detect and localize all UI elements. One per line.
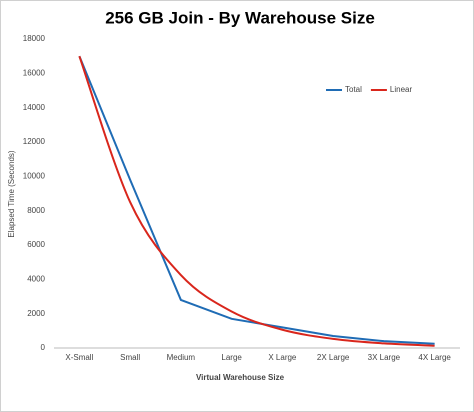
x-tick-label: Medium: [167, 353, 196, 362]
chart-title: 256 GB Join - By Warehouse Size: [105, 8, 375, 27]
y-tick-label: 4000: [27, 274, 45, 283]
legend-label: Linear: [390, 85, 413, 94]
y-tick-label: 12000: [23, 137, 46, 146]
y-tick-label: 10000: [23, 171, 46, 180]
y-axis-label: Elapsed Time (Seconds): [7, 150, 16, 237]
y-tick-label: 2000: [27, 309, 45, 318]
y-tick-label: 16000: [23, 68, 46, 77]
y-tick-label: 0: [41, 343, 46, 352]
x-tick-label: Small: [120, 353, 140, 362]
y-tick-label: 18000: [23, 34, 46, 43]
x-tick-label: 4X Large: [418, 353, 451, 362]
x-tick-label: 3X Large: [368, 353, 401, 362]
x-tick-label: X-Small: [65, 353, 93, 362]
y-tick-label: 6000: [27, 240, 45, 249]
y-tick-label: 8000: [27, 206, 45, 215]
x-tick-label: Large: [221, 353, 242, 362]
y-tick-label: 14000: [23, 103, 46, 112]
x-tick-label: X Large: [268, 353, 297, 362]
x-tick-label: 2X Large: [317, 353, 350, 362]
series-line: [78, 55, 435, 347]
x-axis-label: Virtual Warehouse Size: [196, 373, 285, 382]
legend-label: Total: [345, 85, 362, 94]
